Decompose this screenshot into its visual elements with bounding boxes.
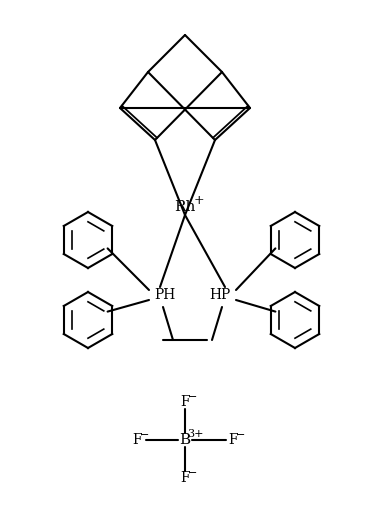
Text: −: − [140, 430, 150, 440]
Text: F: F [180, 471, 190, 485]
Text: −: − [188, 468, 198, 478]
Text: −: − [188, 392, 198, 402]
Text: Rh: Rh [174, 200, 196, 214]
Text: F: F [180, 395, 190, 409]
Text: F: F [132, 433, 142, 447]
Text: B: B [179, 433, 191, 447]
Text: +: + [194, 194, 204, 207]
Text: −: − [236, 430, 246, 440]
Text: F: F [228, 433, 238, 447]
Text: HP: HP [209, 288, 231, 302]
Text: 3+: 3+ [187, 429, 203, 439]
Text: PH: PH [154, 288, 176, 302]
